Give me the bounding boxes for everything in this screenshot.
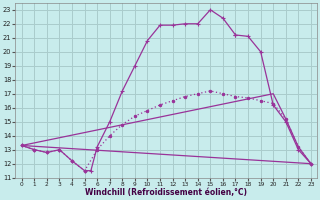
X-axis label: Windchill (Refroidissement éolien,°C): Windchill (Refroidissement éolien,°C) — [85, 188, 247, 197]
